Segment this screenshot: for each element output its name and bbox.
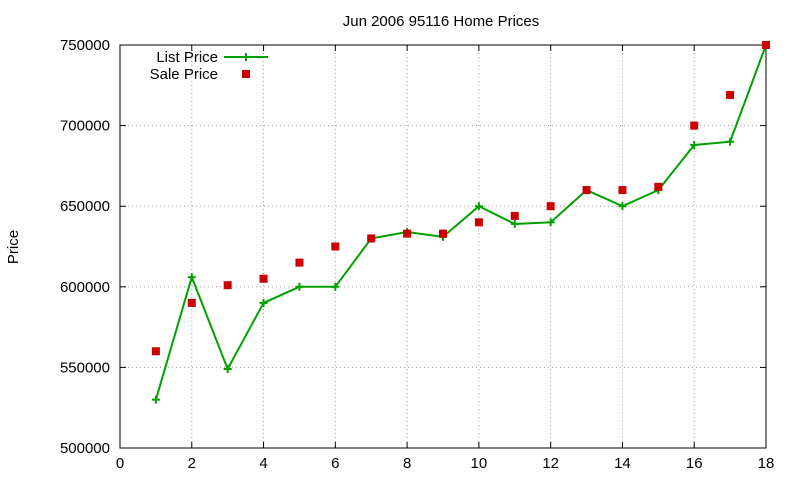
x-tick-label: 6 (331, 455, 339, 472)
x-tick-label: 18 (758, 455, 775, 472)
list-price-point (187, 273, 196, 282)
x-tick-label: 10 (471, 455, 488, 472)
chart-title: Jun 2006 95116 Home Prices (343, 13, 540, 30)
sale-price-point (474, 218, 483, 227)
sale-price-point (726, 90, 735, 99)
x-tick-label: 16 (686, 455, 703, 472)
grid-lines (120, 45, 766, 448)
x-axis: 0 2 4 6 8 10 12 14 16 18 (116, 45, 775, 472)
list-price-point (546, 218, 555, 227)
sale-price-point (510, 211, 519, 220)
list-price-point (510, 219, 519, 228)
y-tick-label: 600000 (60, 279, 110, 296)
list-price-point (331, 282, 340, 291)
list-price-point (690, 140, 699, 149)
list-price-point (223, 365, 232, 374)
series-layer (151, 41, 770, 404)
sale-price-point (295, 258, 304, 267)
sale-price-point (654, 182, 663, 191)
x-tick-label: 2 (188, 455, 196, 472)
legend-label-1: Sale Price (150, 66, 218, 83)
list-price-line (154, 44, 767, 400)
y-axis: 500000 550000 600000 650000 700000 750000 (60, 37, 766, 457)
legend-marker-list-price (242, 53, 250, 61)
sale-price-point (546, 202, 555, 211)
x-tick-label: 12 (542, 455, 559, 472)
sale-price-point (187, 298, 196, 307)
x-tick-label: 8 (403, 455, 411, 472)
y-axis-label: Price (5, 230, 22, 264)
legend-label-0: List Price (156, 49, 218, 66)
series-sale-price (151, 41, 770, 356)
sale-price-point (259, 274, 268, 283)
sale-price-point (151, 347, 160, 356)
list-price-point (474, 202, 483, 211)
list-price-point (151, 395, 160, 404)
list-price-point (726, 137, 735, 146)
sale-price-point (403, 229, 412, 238)
sale-price-point (367, 234, 376, 243)
plot-frame (119, 44, 767, 449)
series-list-price (151, 41, 770, 404)
legend-marker-sale-price (242, 70, 250, 78)
sale-price-point (331, 242, 340, 251)
y-tick-label: 750000 (60, 37, 110, 54)
sale-price-point (439, 229, 447, 238)
list-price-point (295, 282, 304, 291)
sale-price-point (223, 281, 232, 290)
sale-price-point (582, 186, 591, 195)
y-tick-label: 500000 (60, 440, 110, 457)
sale-price-point (690, 121, 699, 130)
y-tick-label: 700000 (60, 118, 110, 135)
x-tick-label: 4 (259, 455, 267, 472)
list-price-point (259, 298, 268, 307)
y-tick-label: 550000 (60, 359, 110, 376)
y-tick-label: 650000 (60, 198, 110, 215)
x-tick-label: 0 (116, 455, 124, 472)
sale-price-point (618, 186, 627, 195)
sale-price-point (762, 41, 770, 49)
list-price-point (618, 202, 627, 211)
x-tick-label: 14 (614, 455, 631, 472)
